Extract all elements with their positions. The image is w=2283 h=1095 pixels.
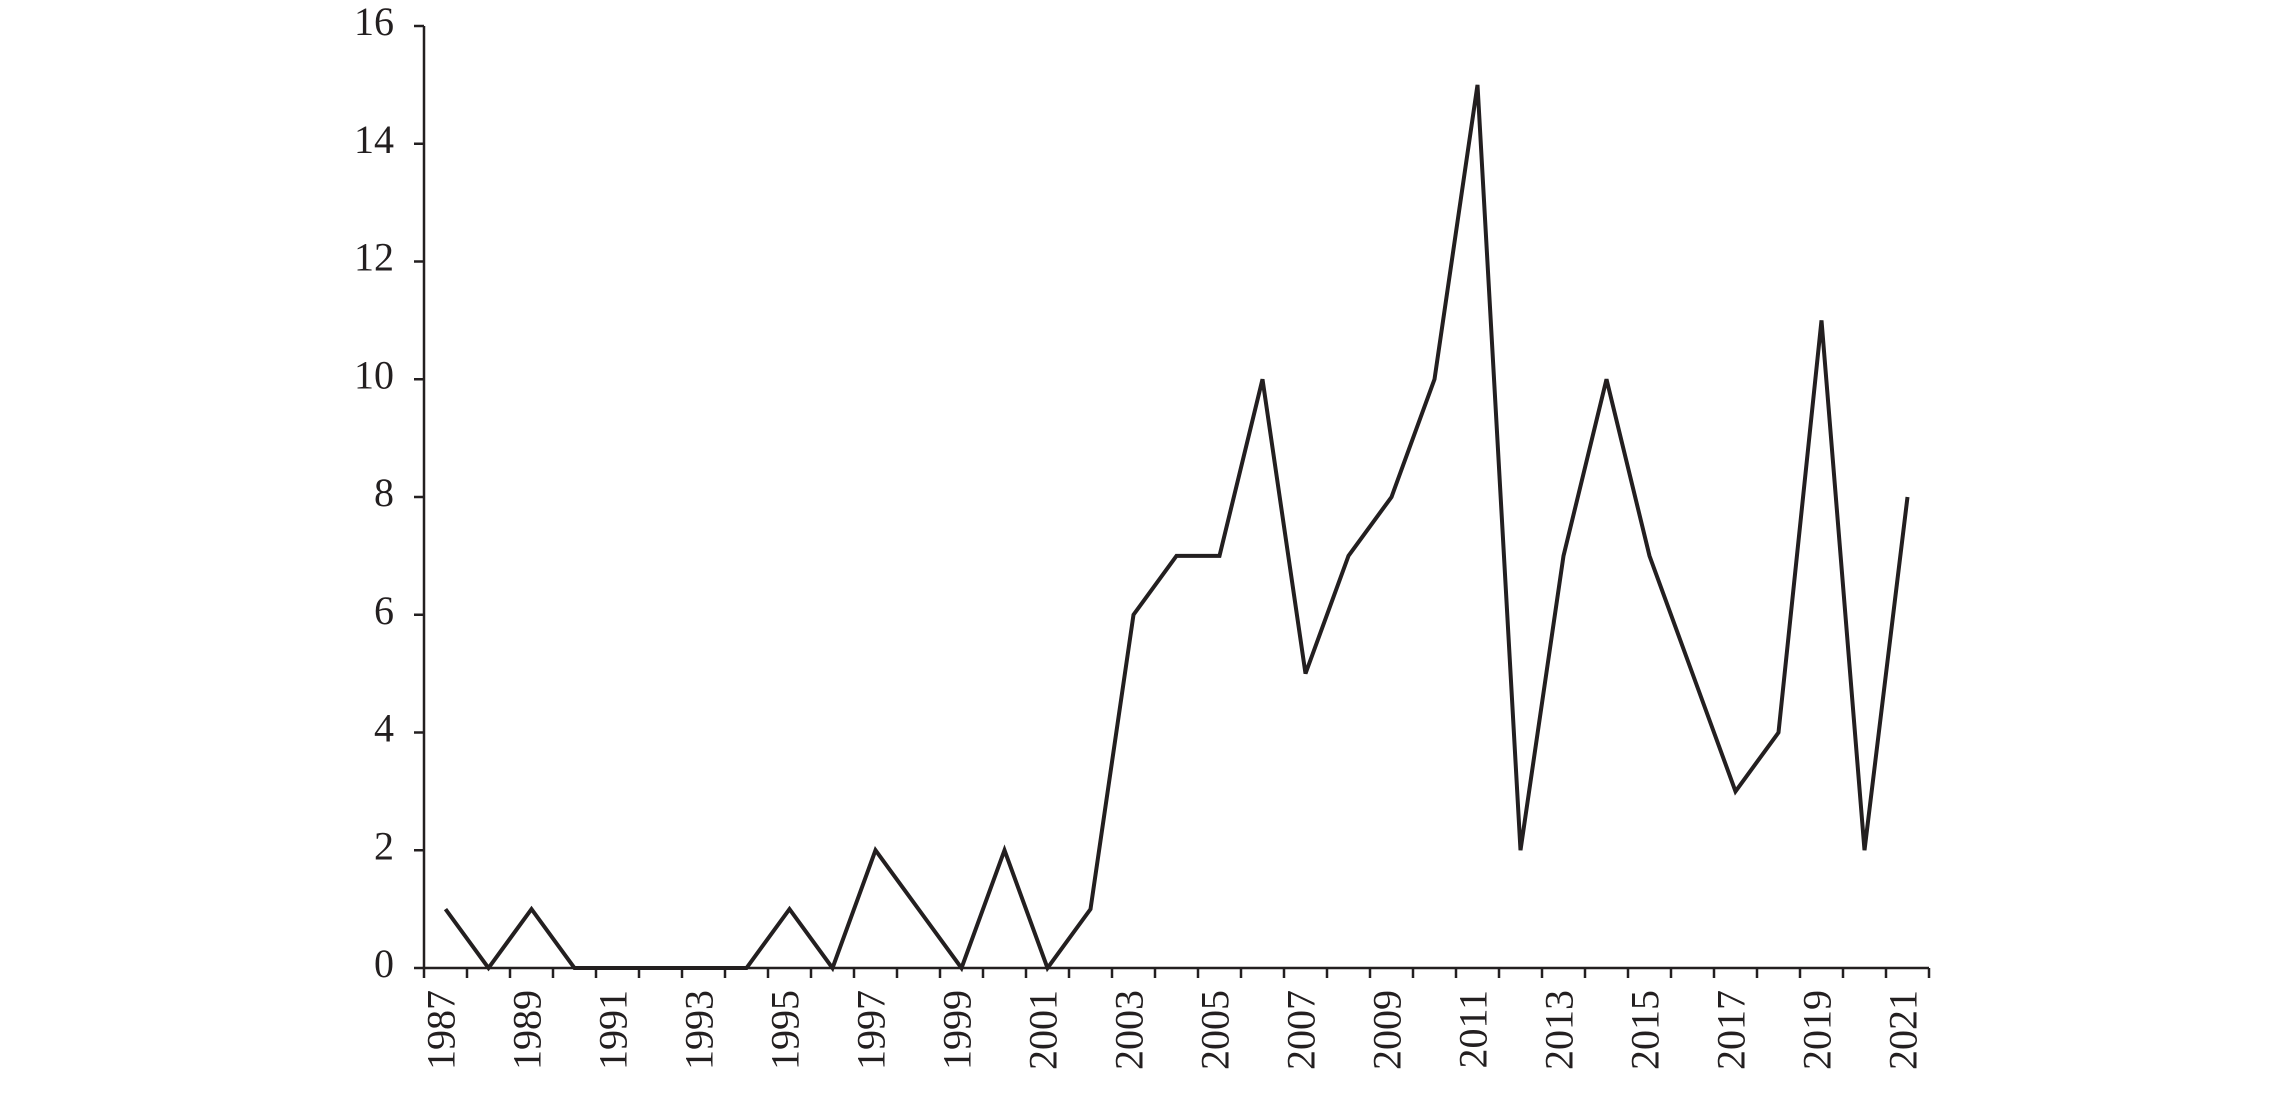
x-tick-label: 1989 [505,990,550,1070]
x-tick-label: 2019 [1795,990,1840,1070]
y-tick-label: 16 [354,0,394,44]
x-tick-label: 2001 [1021,990,1066,1070]
x-tick-label: 2017 [1709,990,1754,1070]
y-tick-label: 10 [354,352,394,397]
x-tick-label: 2013 [1537,990,1582,1070]
y-tick-label: 14 [354,117,394,162]
x-tick-label: 1997 [849,990,894,1070]
y-tick-label: 12 [354,235,394,280]
x-tick-label: 2011 [1451,990,1496,1069]
y-tick-label: 4 [374,706,394,751]
x-tick-label: 1993 [677,990,722,1070]
x-tick-label: 1999 [935,990,980,1070]
data-line [443,84,1910,973]
x-tick-label: 2007 [1279,990,1324,1070]
x-tick-label: 2015 [1623,990,1668,1070]
x-tick-label: 1987 [419,990,464,1070]
y-tick-label: 8 [374,470,394,515]
x-tick-label: 2009 [1365,990,1410,1070]
x-tick-label: 1991 [591,990,636,1070]
y-tick-label: 6 [374,588,394,633]
y-tick-label: 0 [374,941,394,986]
y-tick-label: 2 [374,823,394,868]
x-tick-label: 2003 [1107,990,1152,1070]
x-tick-label: 1995 [763,990,808,1070]
x-tick-label: 2021 [1881,990,1926,1070]
x-tick-label: 2005 [1193,990,1238,1070]
